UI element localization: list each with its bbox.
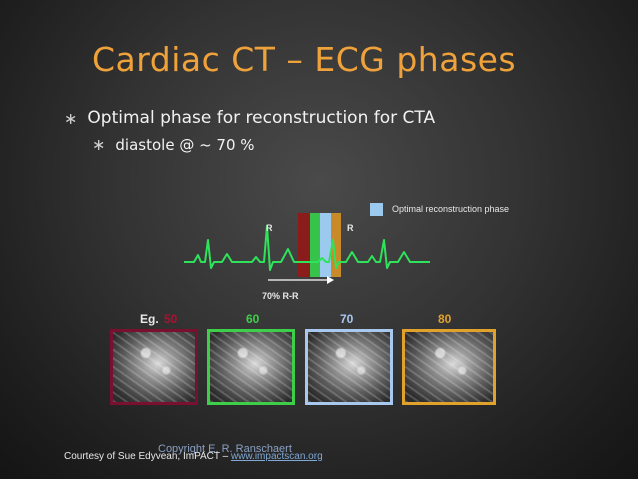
phase-percent-label: 70% R-R	[262, 291, 299, 301]
impact-link[interactable]: www.impactscan.org	[230, 451, 323, 462]
arrow-head-icon	[327, 276, 334, 284]
credit-text: Courtesy of Sue Edyvean, ImPACT –	[64, 451, 231, 462]
ct-image-60	[207, 329, 295, 405]
ct-image-70	[305, 329, 393, 405]
bullet-1-text: Optimal phase for reconstruction for CTA	[87, 108, 436, 128]
bullet-2: ∗ diastole @ ~ 70 %	[92, 135, 255, 154]
slide-title: Cardiac CT – ECG phases	[92, 40, 517, 79]
phase-label-80: 80	[438, 312, 452, 326]
phase-bar-blue	[320, 213, 331, 277]
asterisk-bullet-icon: ∗	[92, 135, 106, 154]
phase-label-60: 60	[246, 312, 260, 326]
bullet-1: ∗ Optimal phase for reconstruction for C…	[64, 108, 435, 128]
legend-swatch	[370, 203, 383, 216]
asterisk-bullet-icon: ∗	[64, 108, 78, 128]
phase-label-70: 70	[340, 312, 354, 326]
phase-bar-green	[310, 213, 320, 277]
copyright-text: Copyright E. R. Ranschaert	[158, 443, 292, 455]
ct-image-80	[402, 329, 496, 405]
ecg-trace	[184, 225, 430, 271]
phase-bar-orange	[331, 213, 341, 277]
r-label-2: R	[347, 223, 354, 233]
r-label-1: R	[266, 223, 273, 233]
phase-bar-red	[298, 213, 310, 277]
phase-label-50: 50	[164, 312, 178, 326]
credit-line: Courtesy of Sue Edyvean, ImPACT – www.im…	[64, 451, 323, 462]
ct-image-50	[110, 329, 198, 405]
eg-label: Eg.	[140, 312, 159, 326]
bullet-2-text: diastole @ ~ 70 %	[115, 135, 255, 154]
legend-label: Optimal reconstruction phase	[392, 204, 509, 214]
